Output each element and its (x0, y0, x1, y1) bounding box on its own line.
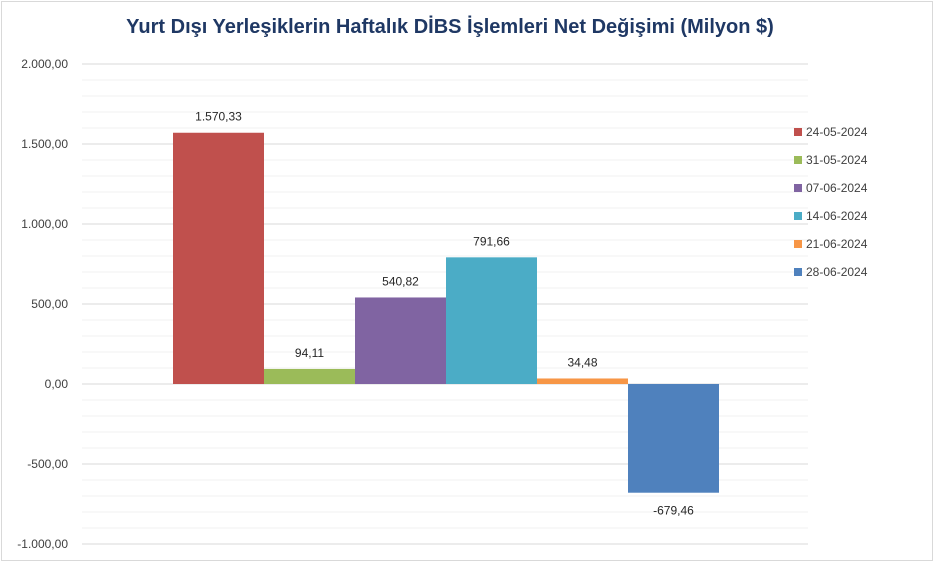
y-tick-label: 500,00 (31, 297, 68, 311)
y-tick-label: -1.000,00 (17, 537, 68, 551)
legend-swatch (794, 184, 802, 192)
bar-21-06-2024 (537, 378, 628, 384)
bar-31-05-2024 (264, 368, 355, 384)
legend-item: 07-06-2024 (794, 174, 867, 202)
legend-label: 21-06-2024 (806, 237, 868, 251)
bar-24-05-2024 (173, 132, 264, 384)
legend-swatch (794, 156, 802, 164)
data-label: -679,46 (653, 504, 694, 518)
legend-label: 07-06-2024 (806, 181, 868, 195)
y-tick-label: 1.500,00 (21, 137, 68, 151)
data-label: 1.570,33 (195, 110, 242, 124)
legend-item: 21-06-2024 (794, 230, 867, 258)
legend-swatch (794, 268, 802, 276)
legend-swatch (794, 240, 802, 248)
legend-item: 28-06-2024 (794, 258, 867, 286)
y-tick-label: -500,00 (27, 457, 68, 471)
y-tick-label: 1.000,00 (21, 217, 68, 231)
data-label: 34,48 (567, 355, 597, 369)
legend-item: 14-06-2024 (794, 202, 867, 230)
data-label: 540,82 (382, 274, 419, 288)
legend-label: 31-05-2024 (806, 153, 868, 167)
chart-legend: 24-05-2024 31-05-2024 07-06-2024 14-06-2024… (794, 118, 867, 286)
chart-title: Yurt Dışı Yerleşiklerin Haftalık DİBS İş… (126, 16, 774, 38)
data-label: 94,11 (295, 346, 324, 360)
legend-label: 14-06-2024 (806, 209, 868, 223)
y-tick-label: 2.000,00 (21, 57, 68, 71)
legend-item: 31-05-2024 (794, 146, 867, 174)
legend-label: 24-05-2024 (806, 125, 868, 139)
y-tick-label: 0,00 (45, 377, 69, 391)
bar-14-06-2024 (446, 257, 537, 384)
legend-item: 24-05-2024 (794, 118, 867, 146)
bar-28-06-2024 (628, 384, 719, 493)
legend-label: 28-06-2024 (806, 265, 868, 279)
data-label: 791,66 (473, 234, 510, 248)
legend-swatch (794, 212, 802, 220)
legend-swatch (794, 128, 802, 136)
bar-07-06-2024 (355, 297, 446, 384)
